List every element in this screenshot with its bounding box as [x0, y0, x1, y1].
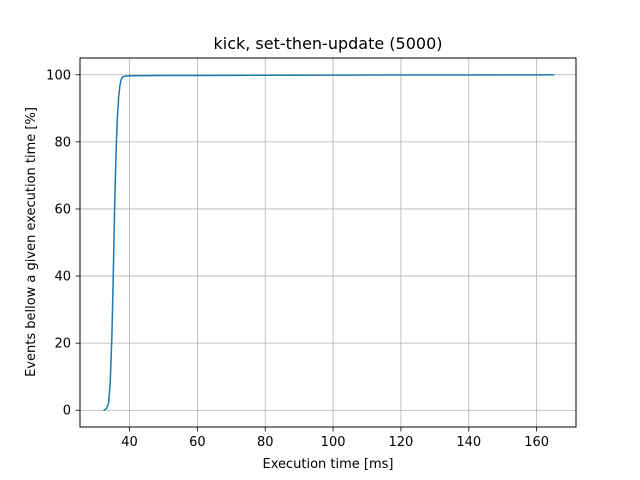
x-tick-label: 140 — [456, 435, 481, 450]
y-tick-label: 40 — [54, 270, 71, 285]
x-tick-label: 100 — [321, 435, 346, 450]
plot-area-frame — [79, 57, 577, 428]
axis-ticks: 40 60 80 100 120 140 160 0 20 40 60 80 100 — [46, 68, 549, 450]
x-tick-label: 160 — [524, 435, 549, 450]
y-tick-label: 100 — [46, 68, 71, 83]
y-tick-label: 20 — [54, 337, 71, 352]
y-tick-label: 60 — [54, 202, 71, 217]
x-axis-label: Execution time [ms] — [262, 457, 393, 472]
series-layer — [103, 74, 555, 412]
series-line — [103, 74, 555, 412]
x-tick-label: 40 — [121, 435, 138, 450]
x-tick-label: 60 — [189, 435, 206, 450]
y-tick-label: 80 — [54, 135, 71, 150]
x-tick-label: 120 — [389, 435, 414, 450]
y-axis-label: Events bellow a given execution time [%] — [24, 107, 39, 377]
x-tick-label: 80 — [257, 435, 274, 450]
y-tick-label: 0 — [63, 404, 71, 419]
chart-title: kick, set-then-update (5000) — [213, 34, 442, 53]
